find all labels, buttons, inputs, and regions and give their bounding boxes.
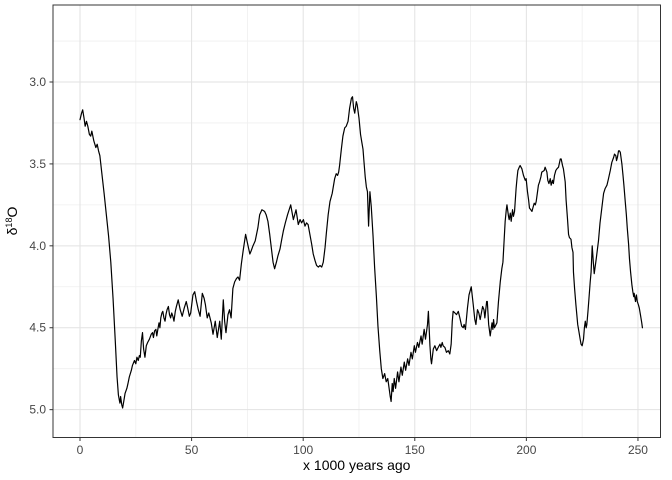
x-tick-label: 200 <box>516 443 536 457</box>
y-tick-label: 5.0 <box>29 403 46 417</box>
plot-panel <box>53 5 661 438</box>
x-tick-label: 0 <box>77 443 84 457</box>
minor-gridlines <box>53 5 661 438</box>
x-axis-title: x 1000 years ago <box>303 457 411 473</box>
y-axis-title-suffix: O <box>4 207 20 218</box>
y-tick-label: 4.5 <box>29 321 46 335</box>
y-tick-label: 3.0 <box>29 75 46 89</box>
y-axis-title-superscript: 18 <box>4 218 14 228</box>
x-axis-tick-labels: 0 50 100 150 200 250 <box>77 443 649 457</box>
y-axis-title: δ18O <box>4 207 20 236</box>
isotope-data-line <box>79 96 644 409</box>
y-tick-label: 4.0 <box>29 239 46 253</box>
x-tick-label: 150 <box>405 443 425 457</box>
x-tick-label: 100 <box>293 443 313 457</box>
x-tick-label: 50 <box>185 443 199 457</box>
panel-border <box>52 4 661 438</box>
axis-ticks <box>49 81 639 441</box>
y-axis-tick-labels: 3.0 3.5 4.0 4.5 5.0 <box>29 75 46 417</box>
y-tick-label: 3.5 <box>29 157 46 171</box>
x-tick-label: 250 <box>628 443 648 457</box>
y-axis-title-base: δ <box>4 227 20 235</box>
